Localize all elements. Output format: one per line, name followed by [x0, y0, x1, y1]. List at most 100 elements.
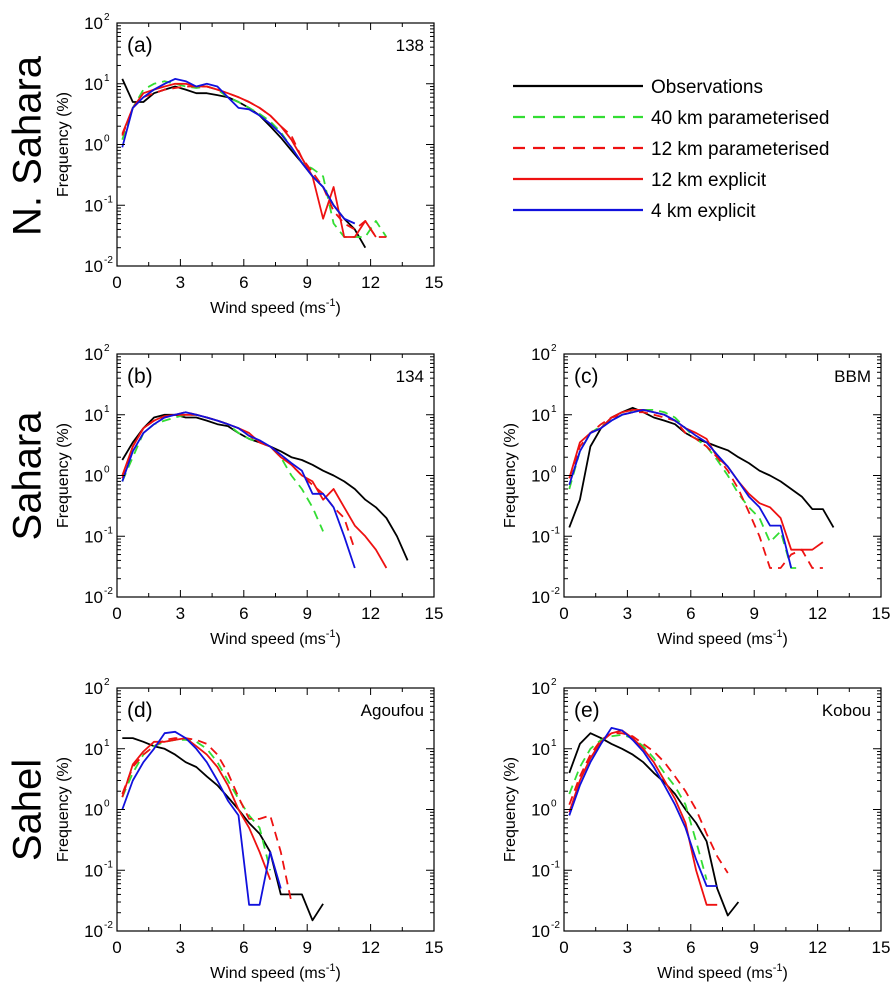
x-axis-title: Wind speed (ms-1) — [210, 628, 341, 648]
x-tick-label: 0 — [112, 938, 121, 957]
x-tick-label: 15 — [872, 604, 891, 623]
x-tick-label: 9 — [749, 938, 758, 957]
series-line-obs — [568, 406, 835, 528]
y-tick-exponent: 2 — [551, 677, 557, 688]
y-tick-label: 10 — [531, 861, 550, 880]
y-tick-exponent: 1 — [551, 738, 557, 749]
y-tick-exponent: -2 — [104, 920, 113, 931]
y-tick-label: 10 — [531, 527, 550, 546]
plot-frame — [116, 687, 435, 932]
plot-frame — [563, 353, 882, 598]
y-tick-label: 10 — [84, 136, 103, 155]
panel-letter: (d) — [127, 699, 153, 722]
legend: Observations 40 km parameterised 12 km par… — [513, 77, 829, 222]
y-tick-exponent: 0 — [104, 465, 110, 476]
y-tick-label: 10 — [84, 861, 103, 880]
x-tick-label: 9 — [302, 273, 311, 292]
panel-letter: (c) — [574, 365, 599, 388]
series-line-e4 — [121, 78, 356, 225]
station-label: Agoufou — [361, 701, 424, 720]
panel-letter: (a) — [127, 34, 153, 57]
x-tick-label: 9 — [302, 938, 311, 957]
y-tick-label: 10 — [84, 801, 103, 820]
station-label: Kobou — [822, 701, 871, 720]
y-tick-exponent: 1 — [104, 738, 110, 749]
series-line-p12 — [568, 732, 729, 874]
y-axis-title: Frequency (%) — [55, 757, 72, 862]
y-tick-exponent: 2 — [104, 12, 110, 23]
y-tick-label: 10 — [531, 406, 550, 425]
y-tick-label: 10 — [84, 345, 103, 364]
series-line-p40 — [121, 80, 388, 238]
x-tick-label: 9 — [749, 604, 758, 623]
y-tick-exponent: 0 — [551, 465, 557, 476]
x-tick-label: 15 — [872, 938, 891, 957]
panel-letter: (e) — [574, 699, 600, 722]
y-tick-label: 10 — [531, 467, 550, 486]
legend-label-e12: 12 km explicit — [651, 170, 767, 191]
x-tick-label: 9 — [302, 604, 311, 623]
legend-label-p12: 12 km parameterised — [651, 139, 829, 160]
plot-frame — [563, 687, 882, 932]
series-line-e4 — [121, 730, 282, 906]
x-axis-title: Wind speed (ms-1) — [657, 628, 788, 648]
x-tick-label: 15 — [425, 604, 444, 623]
x-tick-label: 3 — [623, 938, 632, 957]
y-tick-exponent: -1 — [104, 194, 113, 205]
y-tick-label: 10 — [531, 345, 550, 364]
x-tick-label: 12 — [361, 938, 380, 957]
station-label: 138 — [396, 36, 424, 55]
series-line-e12 — [568, 408, 824, 551]
station-label: BBM — [834, 367, 871, 386]
series-line-e12 — [121, 737, 272, 881]
x-tick-label: 3 — [176, 604, 185, 623]
y-axis-title: Frequency (%) — [502, 757, 519, 862]
y-tick-label: 10 — [84, 406, 103, 425]
series-line-p40 — [121, 413, 324, 532]
y-tick-exponent: -2 — [551, 586, 560, 597]
plot-frame — [116, 353, 435, 598]
y-axis-title: Frequency (%) — [55, 423, 72, 528]
y-tick-exponent: -1 — [551, 525, 560, 536]
y-tick-exponent: -2 — [104, 255, 113, 266]
x-tick-label: 15 — [425, 273, 444, 292]
y-tick-label: 10 — [84, 257, 103, 276]
y-tick-label: 10 — [531, 679, 550, 698]
x-tick-label: 0 — [559, 604, 568, 623]
x-tick-label: 15 — [425, 938, 444, 957]
series-line-p12 — [121, 737, 293, 903]
y-tick-label: 10 — [84, 588, 103, 607]
y-tick-exponent: 1 — [104, 404, 110, 415]
series-line-p12 — [121, 85, 387, 238]
x-axis-title: Wind speed (ms-1) — [657, 962, 788, 982]
x-tick-label: 6 — [239, 938, 248, 957]
x-tick-label: 6 — [686, 604, 695, 623]
x-axis-title: Wind speed (ms-1) — [210, 962, 341, 982]
y-tick-exponent: 1 — [104, 73, 110, 84]
x-tick-label: 12 — [361, 604, 380, 623]
y-tick-exponent: -1 — [104, 859, 113, 870]
y-tick-exponent: -1 — [104, 525, 113, 536]
region-label: N. Sahara — [6, 55, 50, 236]
series-line-p40 — [568, 733, 708, 880]
series-line-e12 — [121, 82, 377, 238]
series-line-obs — [121, 413, 409, 561]
y-tick-exponent: 0 — [104, 134, 110, 145]
plot-frame — [116, 22, 435, 267]
series-line-e12 — [568, 729, 718, 906]
y-tick-exponent: 2 — [551, 343, 557, 354]
y-tick-exponent: -2 — [551, 920, 560, 931]
y-tick-label: 10 — [84, 196, 103, 215]
x-tick-label: 6 — [239, 604, 248, 623]
series-line-e4 — [121, 411, 356, 569]
y-tick-exponent: 2 — [104, 343, 110, 354]
y-tick-label: 10 — [84, 740, 103, 759]
x-tick-label: 12 — [808, 938, 827, 957]
y-tick-label: 10 — [84, 527, 103, 546]
